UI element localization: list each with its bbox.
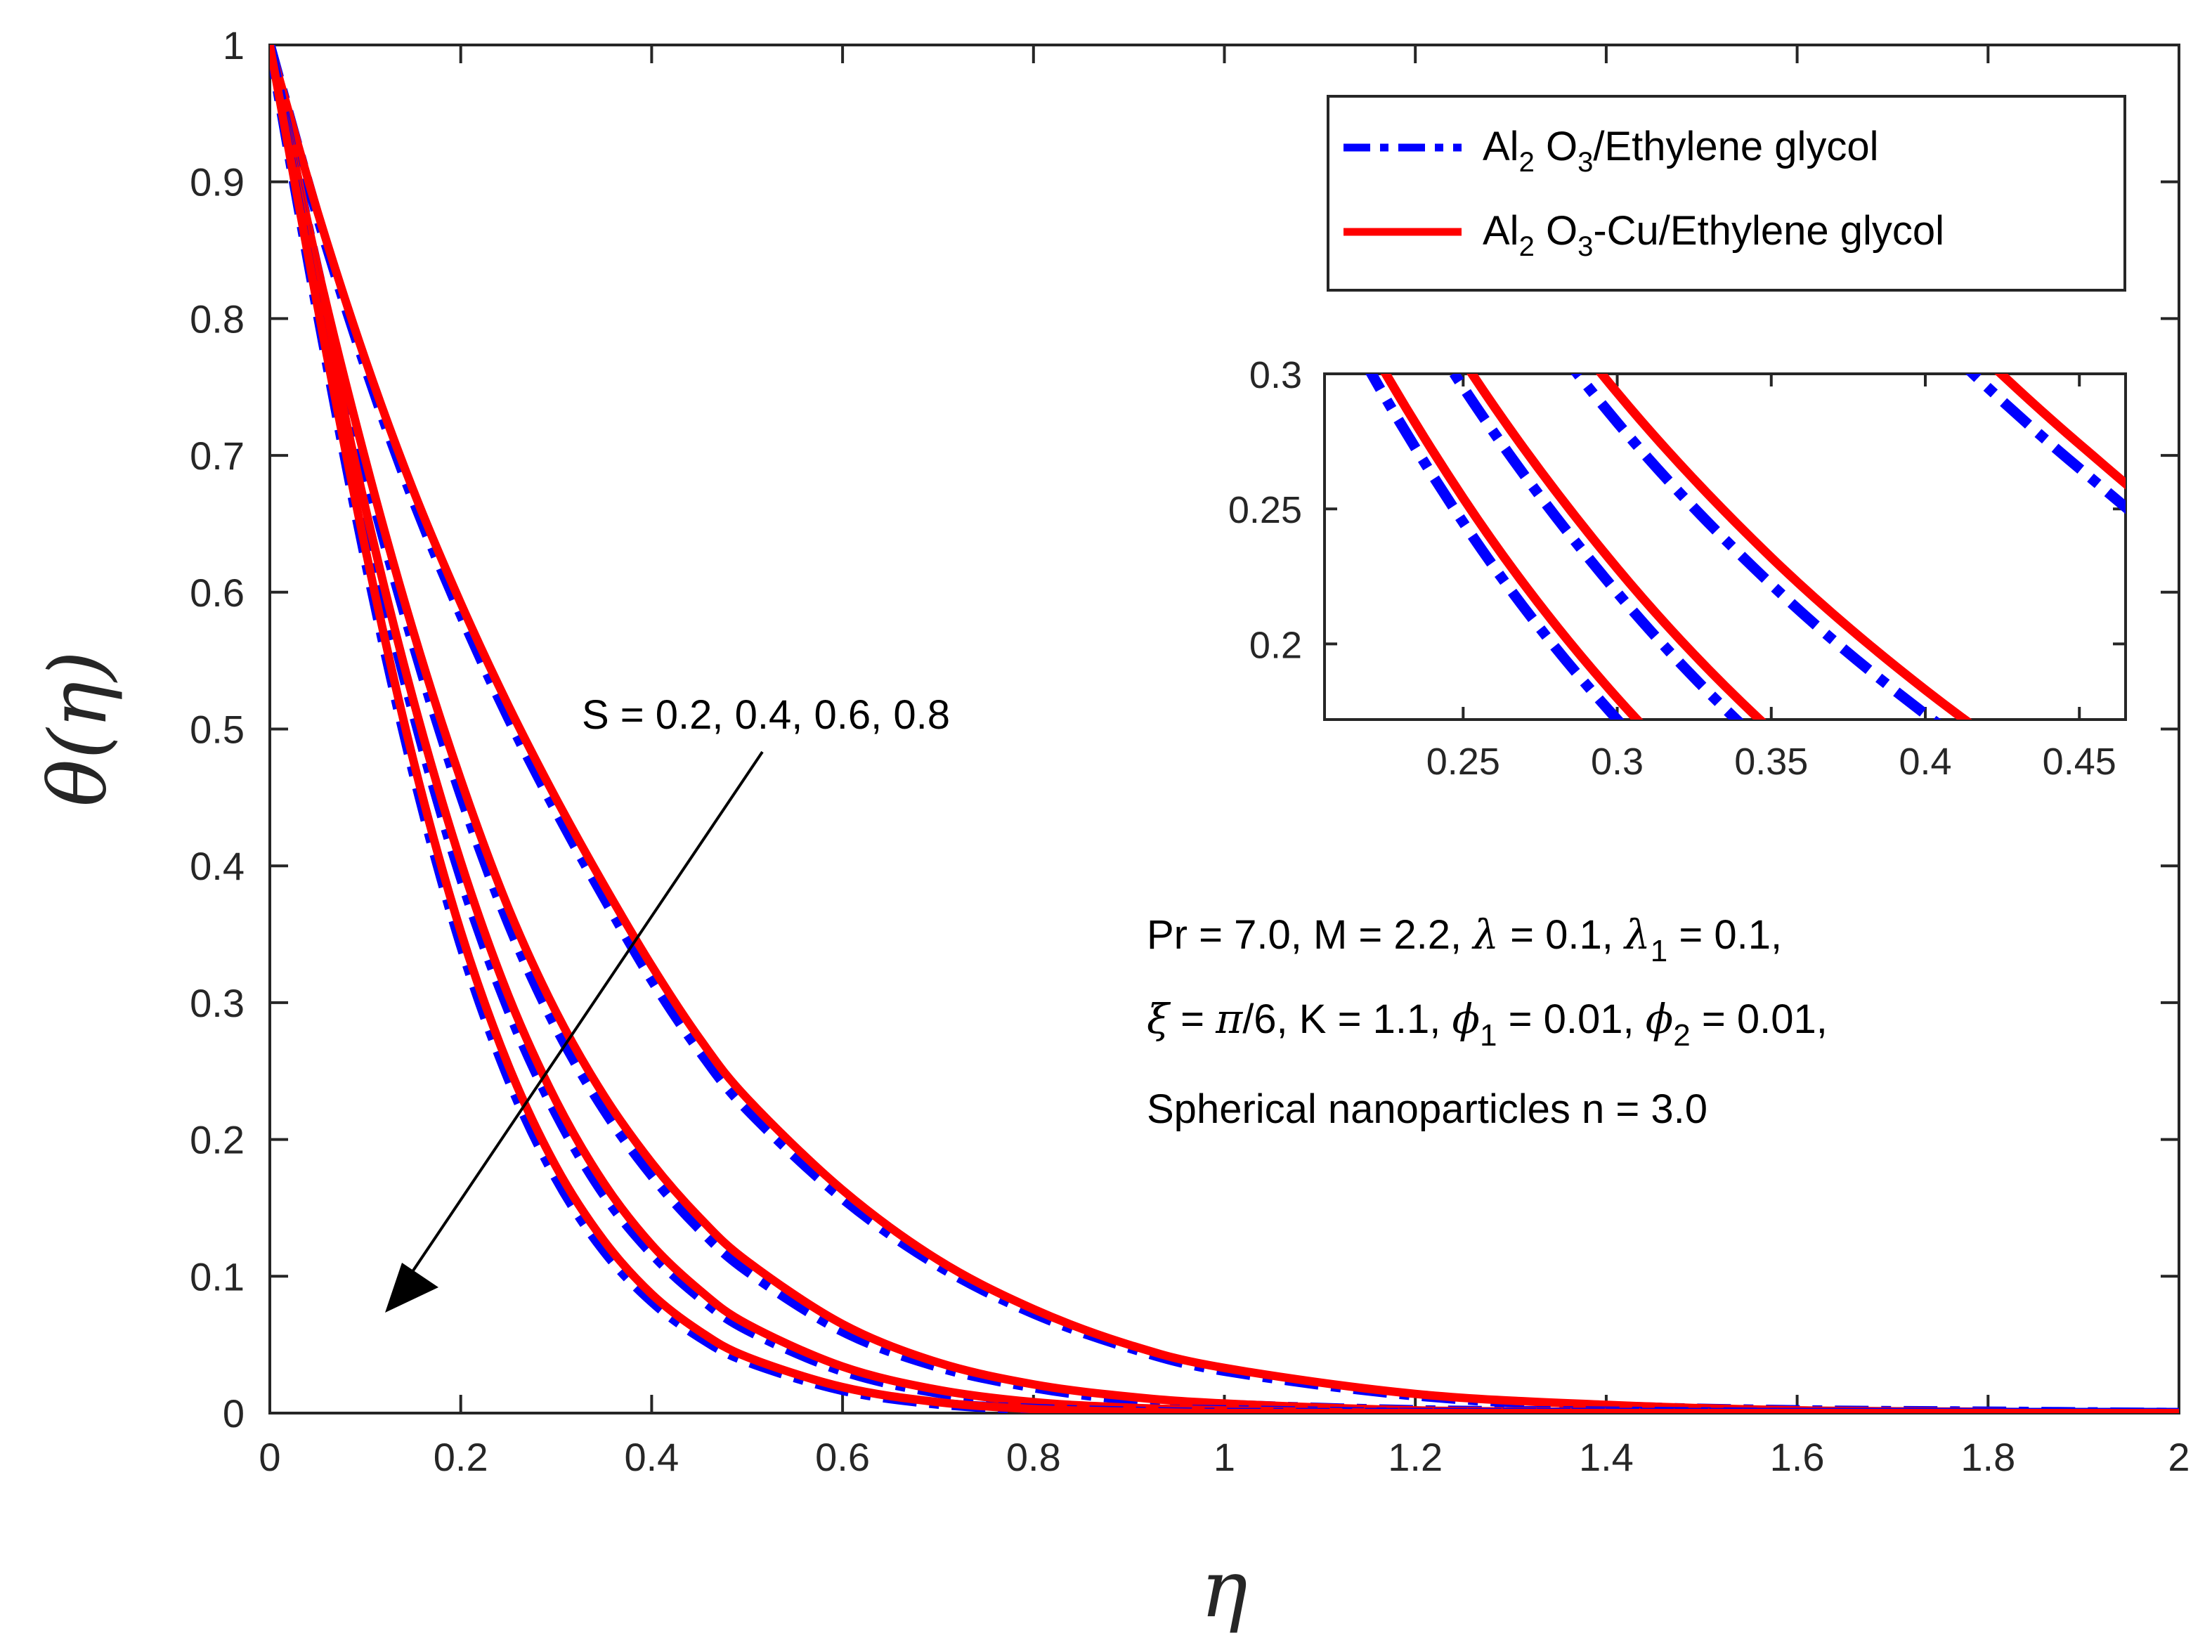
- main-ticks: 0 0.2 0.4 0.6 0.8 1 1.2 1.4 1.6 1.8 2 0 0.1 0.2 0.3 0.4…: [190, 23, 2190, 1479]
- inset-x-tick-label: 0.3: [1591, 741, 1644, 783]
- legend: Al2 O3/Ethylene glycol Al2 O3-Cu/Ethylen…: [1327, 95, 2126, 292]
- x-tick-label: 2: [2168, 1435, 2190, 1479]
- x-tick-label: 0.8: [1006, 1435, 1061, 1479]
- inset-x-tick-label: 0.25: [1426, 741, 1500, 783]
- y-tick-label: 0.3: [190, 981, 245, 1025]
- x-tick-label: 1.8: [1960, 1435, 2015, 1479]
- x-tick-label: 0.2: [434, 1435, 488, 1479]
- x-tick-label: 0.6: [815, 1435, 870, 1479]
- inset-y-tick-label: 0.3: [1249, 354, 1302, 396]
- inset: 0.25 0.3 0.35 0.4 0.45 0.2 0.25 0.3: [1228, 354, 2127, 783]
- y-tick-label: 0.6: [190, 571, 245, 615]
- annotation-line: ξ = π/6, K = 1.1, ϕ1 = 0.01, ϕ2 = 0.01,: [1147, 995, 1828, 1053]
- annotation-line: Spherical nanoparticles n = 3.0: [1147, 1086, 1707, 1132]
- legend-label-0: Al2 O3/Ethylene glycol: [1483, 124, 1879, 178]
- legend-label-1: Al2 O3-Cu/Ethylene glycol: [1483, 208, 1944, 262]
- x-tick-label: 1.4: [1579, 1435, 1634, 1479]
- x-tick-label: 1.2: [1388, 1435, 1443, 1479]
- y-tick-label: 0.5: [190, 708, 245, 752]
- annotation-line: Pr = 7.0, M = 2.2, λ = 0.1, λ1 = 0.1,: [1147, 911, 1782, 968]
- series-line: [270, 45, 2179, 1413]
- y-tick-label: 0.4: [190, 844, 245, 888]
- arrow-line: [406, 750, 764, 1280]
- legend-box: [1327, 95, 2126, 292]
- x-tick-label: 1.6: [1770, 1435, 1825, 1479]
- y-tick-label: 0.1: [190, 1254, 245, 1299]
- series-line: [270, 45, 2179, 1413]
- arrow-head: [385, 1263, 438, 1313]
- inset-y-tick-label: 0.2: [1249, 624, 1302, 666]
- inset-x-tick-label: 0.4: [1899, 741, 1951, 783]
- parameter-annotation: Pr = 7.0, M = 2.2, λ = 0.1, λ1 = 0.1, ξ =…: [1147, 911, 1828, 1132]
- y-axis-title: θ(η): [33, 651, 124, 807]
- inset-y-tick-label: 0.25: [1228, 489, 1302, 531]
- inset-x-tick-label: 0.35: [1734, 741, 1808, 783]
- inset-x-tick-label: 0.45: [2043, 741, 2116, 783]
- x-tick-label: 0: [259, 1435, 280, 1479]
- y-tick-label: 0.7: [190, 434, 245, 478]
- y-tick-label: 0.2: [190, 1118, 245, 1162]
- inset-ticks: 0.25 0.3 0.35 0.4 0.45 0.2 0.25 0.3: [1228, 354, 2126, 783]
- y-tick-label: 1: [223, 23, 245, 67]
- y-tick-label: 0.9: [190, 160, 245, 204]
- parameter-label: S = 0.2, 0.4, 0.6, 0.8: [582, 692, 950, 738]
- x-tick-label: 1: [1214, 1435, 1235, 1479]
- x-tick-label: 0.4: [624, 1435, 679, 1479]
- y-tick-label: 0: [223, 1391, 245, 1436]
- x-axis-title: η: [1200, 1544, 1247, 1635]
- parameter-arrow: [385, 750, 764, 1313]
- main-series-group: [270, 45, 2179, 1413]
- y-tick-label: 0.8: [190, 297, 245, 341]
